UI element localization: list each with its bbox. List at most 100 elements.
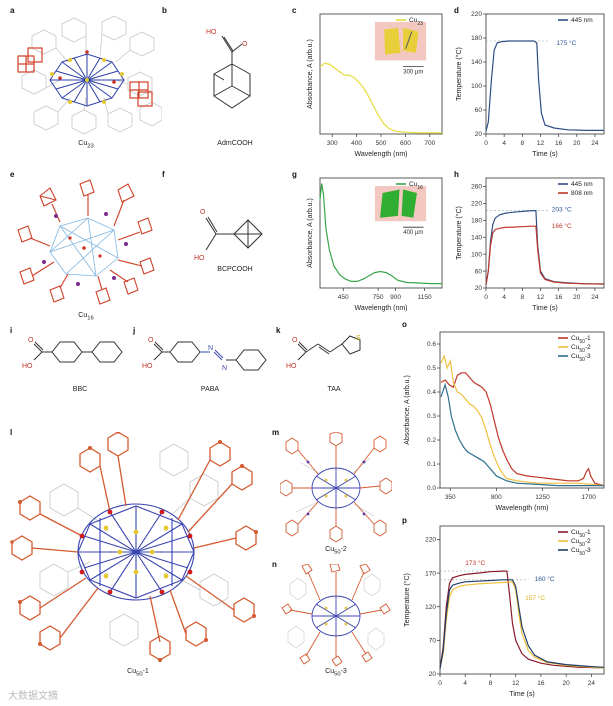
plot-frame <box>485 177 605 289</box>
y-tick-label: 120 <box>425 604 436 611</box>
crystal-edge <box>405 31 413 50</box>
data-annotation: 173 °C <box>465 559 485 567</box>
cu50-1-cluster-structure <box>10 432 258 662</box>
panel-label-m: m <box>272 428 280 437</box>
crystal-photo-inset <box>374 22 427 61</box>
series-line <box>485 210 604 285</box>
panel-label-c: c <box>292 6 297 15</box>
legend-label: Cu16 <box>409 181 423 191</box>
x-tick-label: 400 <box>351 140 362 147</box>
chart-c-cu23-absorbance: c 300 400 500 600 700 Wavelength (nm) Absorbanc… <box>292 6 443 158</box>
x-axis-label: Time (s) <box>532 151 557 158</box>
panel-label-o: o <box>402 320 407 329</box>
bcpcooh-ho-atom: HO <box>194 255 205 262</box>
scale-bar-label: 400 µm <box>403 230 423 236</box>
paba-n2-atom: N <box>222 365 227 372</box>
cu23-caption: Cu23 <box>78 140 94 150</box>
crystal-yellow <box>403 27 419 53</box>
watermark: 大数据文摘 <box>8 691 58 702</box>
cu16-caption: Cu16 <box>78 312 94 322</box>
plot-frame <box>319 177 443 289</box>
data-annotation: 157 °C <box>525 594 545 602</box>
bcpcooh-o-atom: O <box>200 209 206 216</box>
y-tick-label: 0.6 <box>427 341 436 348</box>
series-line <box>440 354 605 487</box>
x-tick-label: 0 <box>484 140 488 147</box>
cu50-3-caption: Cu50-3 <box>325 668 347 678</box>
taa-structure: O HO S <box>286 335 361 370</box>
x-tick-label: 8 <box>520 294 524 301</box>
chart-g-cu16-absorbance: g 450 750 900 1150 Wavelength (nm) Absorbance,… <box>292 170 443 312</box>
paba-structure: O HO N N <box>142 337 267 372</box>
x-axis-label: Time (s) <box>509 691 534 698</box>
x-tick-label: 12 <box>537 294 545 301</box>
paba-o-atom: O <box>148 337 154 344</box>
y-tick-label: 140 <box>471 234 482 241</box>
x-tick-label: 4 <box>463 680 467 687</box>
x-tick-label: 24 <box>591 140 599 147</box>
y-tick-label: 140 <box>471 59 482 66</box>
x-tick-label: 16 <box>537 680 545 687</box>
x-tick-label: 1150 <box>418 294 432 301</box>
y-tick-label: 60 <box>475 107 483 114</box>
y-tick-label: 0.0 <box>427 485 436 492</box>
paba-label: PABA <box>200 386 220 393</box>
y-tick-label: 20 <box>475 131 483 138</box>
admcooh-label: AdmCOOH <box>217 140 253 147</box>
series-line <box>319 62 442 134</box>
y-tick-label: 0.5 <box>427 365 436 372</box>
bbc-label: BBC <box>72 386 88 393</box>
data-annotation: 175 °C <box>556 39 576 47</box>
legend-label: Cu50-3 <box>571 353 591 363</box>
legend-label: Cu50-2 <box>571 344 591 354</box>
paba-n1-atom: N <box>208 345 213 352</box>
x-tick-label: 20 <box>573 140 581 147</box>
x-tick-label: 24 <box>591 294 599 301</box>
panel-label-d: d <box>454 6 459 15</box>
x-tick-label: 300 <box>327 140 338 147</box>
y-tick-label: 0.3 <box>427 413 436 420</box>
x-tick-label: 900 <box>390 294 401 301</box>
bbc-o-atom: O <box>28 337 34 344</box>
series-line <box>439 579 605 669</box>
x-tick-label: 20 <box>573 294 581 301</box>
cu50-1-caption: Cu50-1 <box>127 668 149 678</box>
panel-label-g: g <box>292 170 297 179</box>
x-axis-label: Wavelength (nm) <box>495 505 548 512</box>
x-tick-label: 20 <box>563 680 571 687</box>
series-line <box>440 382 604 487</box>
legend-label: 808 nm <box>571 190 593 197</box>
y-tick-label: 180 <box>471 218 482 225</box>
y-axis-label: Absorbance, A (arb.u.) <box>404 375 411 445</box>
chart-h-cu16-temperature: h 0 4 8 12 16 20 24 20 60 100 140 180 220 260 Time (s) T… <box>454 170 605 312</box>
cu50-2-caption: Cu50-2 <box>325 546 347 556</box>
legend-label: 445 nm <box>571 181 593 188</box>
plot-frame <box>439 525 605 675</box>
x-axis-label: Time (s) <box>532 305 557 312</box>
series-line <box>485 40 604 132</box>
y-tick-label: 70 <box>429 638 437 645</box>
y-tick-label: 20 <box>429 671 437 678</box>
bcpcooh-label: BCPCOOH <box>217 266 253 273</box>
panel-label-i: i <box>10 326 13 335</box>
legend-label: Cu50-1 <box>571 335 591 345</box>
data-annotation: 160 °C <box>535 575 555 583</box>
y-tick-label: 220 <box>425 537 436 544</box>
y-tick-label: 100 <box>471 251 482 258</box>
y-tick-label: 0.1 <box>427 461 436 468</box>
x-tick-label: 24 <box>588 680 596 687</box>
x-tick-label: 0 <box>484 294 488 301</box>
x-tick-label: 4 <box>502 294 506 301</box>
taa-label: TAA <box>327 386 341 393</box>
series-line <box>440 372 605 487</box>
series-line <box>439 581 605 669</box>
y-axis-label: Absorbance, A (arb.u.) <box>307 198 314 268</box>
y-tick-label: 170 <box>425 570 436 577</box>
panel-label-p: p <box>402 516 407 525</box>
cu16-cluster-structure <box>17 179 155 305</box>
y-tick-label: 220 <box>471 11 482 18</box>
bbc-ho-atom: HO <box>22 363 33 370</box>
legend-label: Cu50-3 <box>571 547 591 557</box>
y-tick-label: 0.4 <box>427 389 436 396</box>
series-line <box>439 570 605 669</box>
